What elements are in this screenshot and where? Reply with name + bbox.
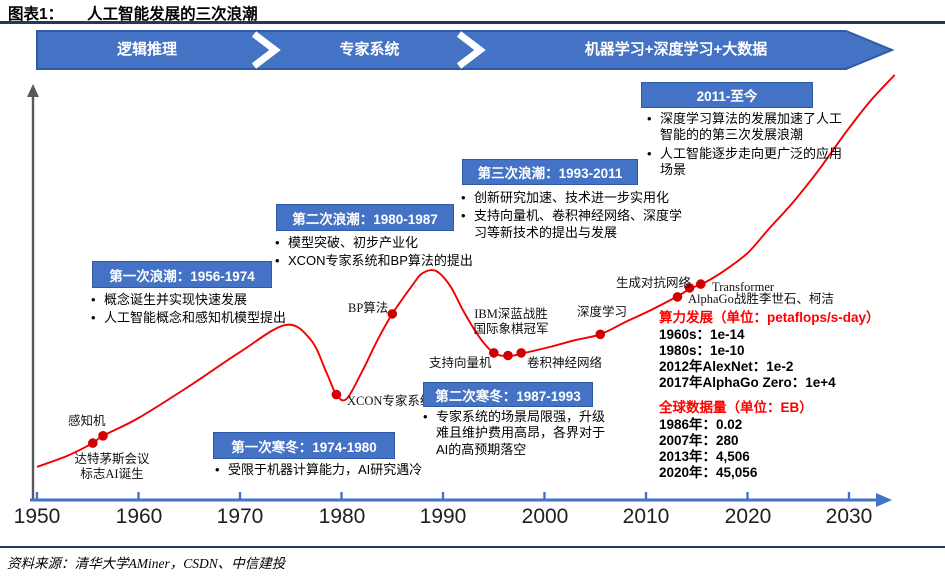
milestone-svm: 支持向量机 bbox=[429, 356, 492, 370]
bullet-item: 专家系统的场景局限强，升级难且维护费用高昂，各界对于AI的高预期落空 bbox=[420, 409, 612, 458]
bullet-item: XCON专家系统和BP算法的提出 bbox=[272, 253, 527, 270]
wave4-bullets: 深度学习算法的发展加速了人工智能的的第三次发展浪潮 人工智能逐步走向更广泛的应用… bbox=[644, 111, 844, 180]
milestone-cnn: 卷积神经网络 bbox=[527, 356, 603, 370]
x-axis-ticks bbox=[35, 492, 851, 500]
milestone-dot bbox=[503, 350, 513, 361]
source-note: 资料来源：清华大学AMiner，CSDN、中信建投 bbox=[7, 556, 286, 571]
milestone-dot bbox=[684, 283, 695, 293]
stats-line: 2020年：45,056 bbox=[659, 464, 758, 480]
milestone-dot bbox=[489, 348, 499, 358]
milestone-transformer: Transformer bbox=[712, 280, 775, 294]
stage-separator-chevron-icon bbox=[251, 31, 281, 69]
footer-divider bbox=[0, 546, 945, 548]
stats-line: 1986年：0.02 bbox=[659, 416, 743, 432]
stage-banner-arrow bbox=[36, 30, 895, 70]
milestone-alphago: AlphaGo战胜李世石、柯洁 bbox=[688, 292, 834, 306]
milestone-dot bbox=[387, 309, 398, 319]
data-volume-stats: 全球数据量（单位：EB） 1986年：0.02 2007年：280 2013年：… bbox=[659, 400, 874, 481]
winter2-bullets: 专家系统的场景局限强，升级难且维护费用高昂，各界对于AI的高预期落空 bbox=[420, 409, 612, 460]
bullet-item: 模型突破、初步产业化 bbox=[272, 235, 527, 252]
x-tick-label: 1980 bbox=[318, 505, 366, 528]
bullet-item: 深度学习算法的发展加速了人工智能的的第三次发展浪潮 bbox=[644, 111, 844, 144]
x-tick-label: 2030 bbox=[825, 505, 873, 528]
stage-label-expert-systems: 专家系统 bbox=[339, 41, 400, 58]
milestone-xcon: XCON专家系统 bbox=[347, 394, 433, 408]
wave2-bullets: 模型突破、初步产业化 XCON专家系统和BP算法的提出 bbox=[272, 235, 527, 272]
milestone-bp-algorithm: BP算法 bbox=[348, 301, 389, 315]
x-tick-label: 1950 bbox=[13, 505, 61, 528]
x-axis-arrow-icon bbox=[876, 493, 892, 507]
stats-line: 2007年：280 bbox=[659, 432, 739, 448]
bullet-item: 受限于机器计算能力，AI研究遇冷 bbox=[212, 462, 492, 479]
x-tick-label: 2020 bbox=[724, 505, 772, 528]
stats-line: 2013年：4,506 bbox=[659, 448, 750, 464]
milestone-dot bbox=[595, 329, 606, 340]
milestone-perceptron: 感知机 bbox=[68, 414, 106, 428]
stage-label-logic-reasoning: 逻辑推理 bbox=[116, 41, 177, 58]
winter1-bullets: 受限于机器计算能力，AI研究遇冷 bbox=[212, 462, 492, 480]
wave1-box: 第一次浪潮：1956-1974 bbox=[92, 261, 272, 288]
bullet-item: 支持向量机、卷积神经网络、深度学习等新技术的提出与发展 bbox=[458, 208, 683, 241]
wave1-bullets: 概念诞生并实现快速发展 人工智能概念和感知机模型提出 bbox=[88, 292, 338, 329]
x-tick-label: 1990 bbox=[419, 505, 467, 528]
x-tick-label: 2010 bbox=[622, 505, 670, 528]
milestone-gan: 生成对抗网络 bbox=[616, 276, 692, 290]
title-divider bbox=[0, 21, 945, 24]
bullet-item: 人工智能逐步走向更广泛的应用场景 bbox=[644, 146, 844, 179]
milestone-deep-blue: IBM深蓝战胜 国际象棋冠军 bbox=[473, 307, 549, 336]
stats-line: 2012年AlexNet：1e-2 bbox=[659, 358, 794, 374]
milestone-dot bbox=[696, 279, 706, 289]
bullet-item: 概念诞生并实现快速发展 bbox=[88, 292, 338, 309]
x-tick-label: 1960 bbox=[115, 505, 163, 528]
data-volume-stats-title: 全球数据量（单位：EB） bbox=[659, 400, 813, 415]
x-tick-label: 1970 bbox=[216, 505, 264, 528]
stage-label-machine-learning: 机器学习+深度学习+大数据 bbox=[584, 41, 768, 58]
milestone-dots bbox=[88, 279, 706, 448]
milestone-deep-learning: 深度学习 bbox=[577, 305, 628, 319]
stage-separator-chevron-icon bbox=[456, 31, 486, 69]
milestone-dot bbox=[331, 389, 342, 400]
y-axis-arrow-icon bbox=[27, 84, 39, 97]
bullet-item: 人工智能概念和感知机模型提出 bbox=[88, 310, 338, 327]
milestone-dot bbox=[672, 292, 683, 302]
wave3-box: 第三次浪潮：1993-2011 bbox=[462, 159, 638, 185]
winter1-box: 第一次寒冬：1974-1980 bbox=[213, 432, 395, 459]
wave3-bullets: 创新研究加速、技术进一步实用化 支持向量机、卷积神经网络、深度学习等新技术的提出… bbox=[458, 190, 683, 243]
bullet-item: 创新研究加速、技术进一步实用化 bbox=[458, 190, 683, 207]
compute-stats-title: 算力发展（单位：petaflops/s-day） bbox=[659, 310, 880, 325]
stats-line: 1960s：1e-14 bbox=[659, 326, 745, 342]
figure-name: 人工智能发展的三次浪潮 bbox=[87, 6, 258, 23]
milestone-dot bbox=[516, 348, 526, 358]
milestone-dartmouth: 达特茅斯会议 标志AI诞生 bbox=[74, 452, 150, 481]
wave2-box: 第二次浪潮：1980-1987 bbox=[276, 204, 454, 231]
trend-curve bbox=[36, 74, 896, 468]
compute-stats: 算力发展（单位：petaflops/s-day） 1960s：1e-14 198… bbox=[659, 310, 880, 391]
x-tick-label: 2000 bbox=[521, 505, 569, 528]
stats-line: 1980s：1e-10 bbox=[659, 342, 745, 358]
figure-title: 图表1： 人工智能发展的三次浪潮 bbox=[8, 2, 258, 24]
milestone-dot bbox=[98, 431, 108, 441]
wave4-box: 2011-至今 bbox=[641, 82, 813, 108]
milestone-dot bbox=[88, 438, 98, 448]
figure-label: 图表1： bbox=[8, 6, 64, 23]
stats-line: 2017年AlphaGo Zero：1e+4 bbox=[659, 374, 836, 390]
winter2-box: 第二次寒冬：1987-1993 bbox=[423, 382, 593, 407]
